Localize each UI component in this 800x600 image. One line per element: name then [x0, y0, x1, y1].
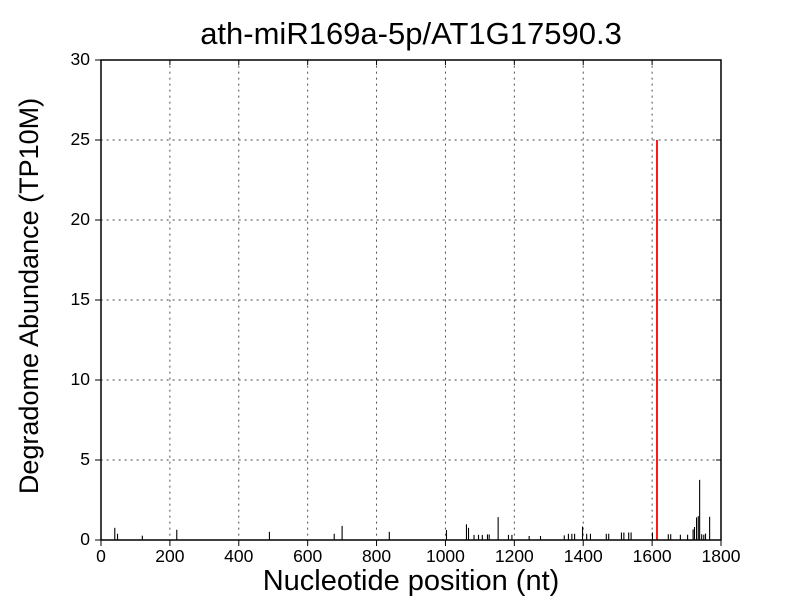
svg-text:20: 20	[71, 209, 91, 229]
svg-text:1600: 1600	[633, 546, 672, 566]
svg-text:25: 25	[71, 129, 90, 149]
svg-text:1000: 1000	[426, 546, 465, 566]
svg-text:0: 0	[96, 546, 106, 566]
svg-text:200: 200	[155, 546, 184, 566]
svg-text:400: 400	[224, 546, 253, 566]
svg-text:30: 30	[71, 49, 91, 69]
svg-text:600: 600	[293, 546, 322, 566]
svg-text:10: 10	[71, 369, 91, 389]
svg-text:1800: 1800	[702, 546, 741, 566]
svg-text:Nucleotide position (nt): Nucleotide position (nt)	[263, 565, 560, 597]
svg-text:5: 5	[80, 449, 90, 469]
svg-text:0: 0	[80, 529, 90, 549]
svg-text:15: 15	[71, 289, 90, 309]
svg-text:800: 800	[362, 546, 391, 566]
svg-text:1400: 1400	[564, 546, 603, 566]
svg-text:ath-miR169a-5p/AT1G17590.3: ath-miR169a-5p/AT1G17590.3	[200, 16, 622, 51]
svg-text:1200: 1200	[495, 546, 534, 566]
svg-text:Degradome Abundance (TP10M): Degradome Abundance (TP10M)	[14, 98, 44, 494]
